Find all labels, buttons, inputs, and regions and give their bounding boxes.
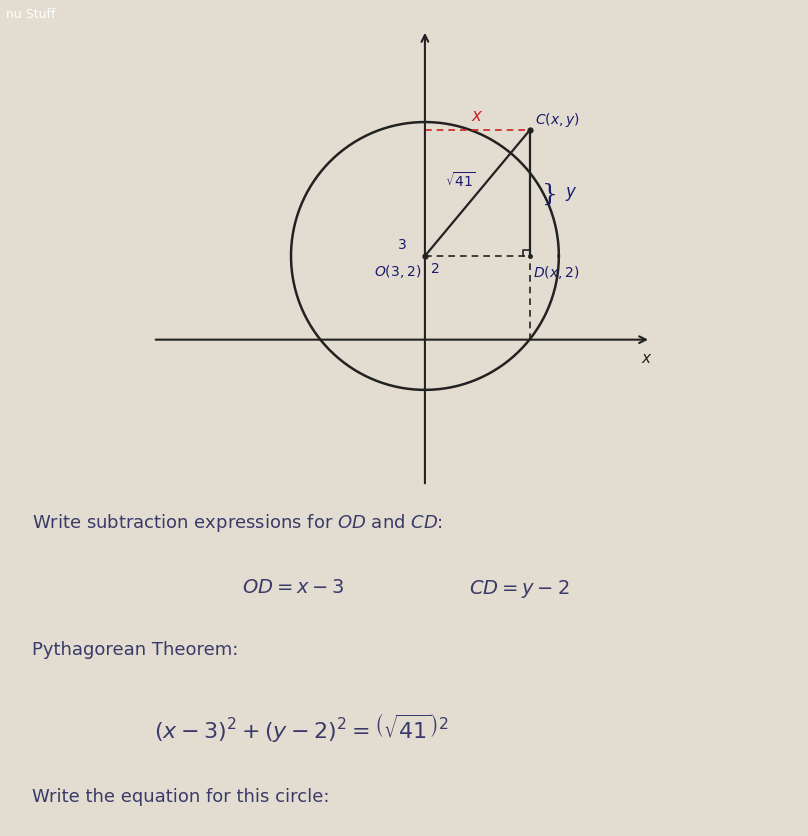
Text: $x$: $x$ <box>471 107 483 125</box>
Text: $3$: $3$ <box>397 237 406 252</box>
Text: $C(x,y)$: $C(x,y)$ <box>535 111 579 130</box>
Text: $D(x,2)$: $D(x,2)$ <box>533 264 579 281</box>
Text: nu Stuff: nu Stuff <box>6 8 56 21</box>
Text: $2$: $2$ <box>430 262 440 276</box>
Text: $\sqrt{41}$: $\sqrt{41}$ <box>445 171 476 190</box>
Text: }: } <box>542 182 558 206</box>
Text: $x$: $x$ <box>642 351 653 365</box>
Text: Write the equation for this circle:: Write the equation for this circle: <box>32 787 330 805</box>
Text: $O(3,2)$: $O(3,2)$ <box>374 263 422 280</box>
Text: Write subtraction expressions for $OD$ and $CD$:: Write subtraction expressions for $OD$ a… <box>32 511 444 533</box>
Text: $\left(x - 3\right)^{2} + \left(y - 2\right)^{2} = \left(\sqrt{41}\right)^{2}$: $\left(x - 3\right)^{2} + \left(y - 2\ri… <box>154 711 448 743</box>
Text: $CD = y - 2$: $CD = y - 2$ <box>469 578 569 599</box>
Text: $y$: $y$ <box>565 185 578 203</box>
Text: $OD = x - 3$: $OD = x - 3$ <box>242 578 345 596</box>
Text: Pythagorean Theorem:: Pythagorean Theorem: <box>32 640 238 658</box>
